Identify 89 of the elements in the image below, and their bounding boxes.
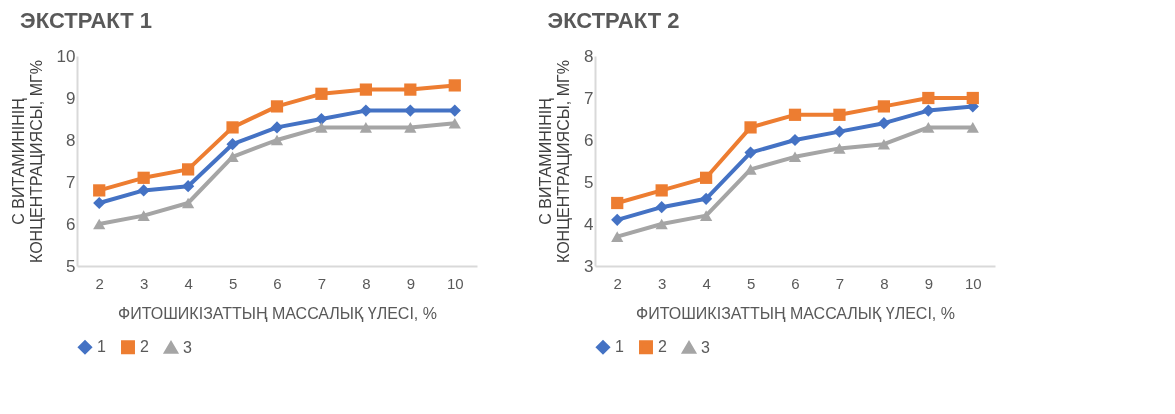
point [270,100,284,113]
x-tick-label: 10 [964,274,982,292]
point [699,171,713,184]
y-axis-title: С ВИТАМИНІНІҢ КОНЦЕНТРАЦИЯСЫ, МГ% [9,60,45,263]
point [226,121,239,134]
y-tick-label: 7 [584,88,594,108]
legend-label: 2 [658,338,667,356]
point [922,122,935,133]
legend-label: 2 [140,338,149,356]
point [833,108,846,121]
y-tick-label: 8 [66,130,76,150]
point [359,83,373,96]
point [448,79,461,92]
y-tick-label: 5 [66,256,76,276]
point [270,134,284,146]
chart-title: ЭКСТРАКТ 2 [547,8,680,33]
point [315,87,328,100]
point [611,231,624,242]
legend-label: 1 [97,338,106,356]
legend-label: 3 [701,338,710,356]
point [877,138,891,150]
point [315,122,328,133]
y-tick-label: 10 [56,46,76,66]
x-tick-label: 3 [139,274,149,292]
point [699,210,713,221]
point [181,163,195,176]
x-tick-label: 5 [746,274,756,292]
y-tick-label: 9 [66,88,76,108]
point [611,196,624,210]
point [833,143,846,154]
point [655,201,668,214]
point [404,83,417,96]
point [699,192,713,205]
point [922,91,935,105]
point [611,213,624,226]
point [655,218,668,230]
x-tick-label: 6 [273,274,282,292]
y-tick-label: 7 [66,172,76,192]
y-tick-label: 3 [584,256,594,276]
point [877,117,891,130]
point [93,184,106,197]
y-tick-label: 8 [584,46,594,66]
point [93,196,106,210]
point [744,121,757,134]
chart-title: ЭКСТРАКТ 1 [20,8,153,33]
x-axis-title: ФИТОШИКІЗАТТЫҢ МАССАЛЫҚ ҮЛЕСІ, % [118,304,437,322]
point [404,122,417,133]
point [181,197,195,209]
y-axis-title: С ВИТАМИНІНІҢ КОНЦЕНТРАЦИЯСЫ, МГ% [537,60,573,263]
point [359,122,373,133]
legend-label: 1 [615,338,624,356]
x-tick-label: 10 [446,274,464,292]
point [137,210,150,221]
x-tick-label: 5 [228,274,238,292]
x-tick-label: 4 [184,274,193,292]
x-tick-label: 8 [880,274,889,292]
point [966,122,979,133]
point [181,180,195,193]
point [788,108,802,121]
x-tick-label: 6 [791,274,800,292]
point [744,146,757,159]
point [93,218,106,230]
point [788,133,802,147]
y-tick-label: 5 [584,172,594,192]
x-tick-label: 8 [362,274,371,292]
point [655,184,668,197]
y-tick-label: 4 [584,214,594,234]
point [137,171,150,184]
point [788,151,802,163]
y-tick-label: 6 [66,214,76,234]
point [833,125,846,138]
point [359,104,373,117]
x-tick-label: 7 [317,274,327,292]
x-tick-label: 4 [702,274,711,292]
x-axis-title: ФИТОШИКІЗАТТЫҢ МАССАЛЫҚ ҮЛЕСІ, % [636,304,955,322]
point [877,100,891,113]
point [966,91,979,105]
point [315,112,328,126]
x-tick-label: 2 [613,274,622,292]
x-tick-label: 3 [657,274,667,292]
point [226,138,239,151]
x-tick-label: 2 [95,274,104,292]
x-tick-label: 7 [835,274,845,292]
x-tick-label: 9 [924,274,934,292]
point [270,121,284,134]
x-tick-label: 9 [406,274,416,292]
y-tick-label: 6 [584,130,594,150]
point [448,117,461,129]
legend-label: 3 [183,338,192,356]
